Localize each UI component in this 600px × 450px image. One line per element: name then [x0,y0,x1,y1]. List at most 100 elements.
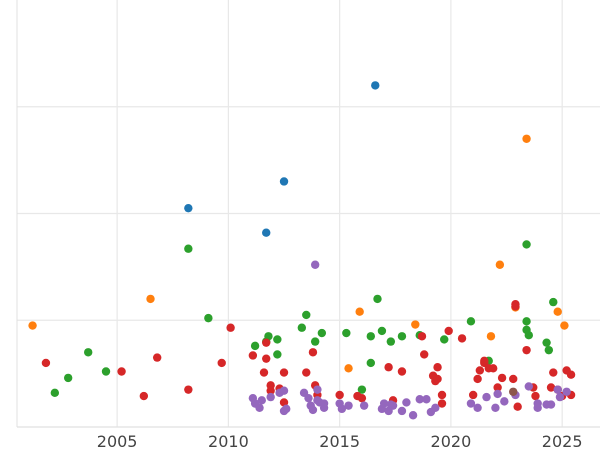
data-point-s4-28 [397,406,407,416]
data-point-s3-20 [335,390,344,400]
data-point-s3-30 [433,363,442,372]
data-point-s4-37 [482,392,491,402]
data-point-s3-37 [473,374,482,384]
data-point-s4-47 [553,385,562,394]
data-point-s2-14 [317,328,327,338]
data-point-s1-2 [344,364,353,373]
data-point-s4-49 [562,387,571,396]
data-point-s4-42 [524,382,533,391]
data-point-s1-6 [495,260,505,269]
x-tick-label-2020: 2020 [431,432,472,450]
data-point-s2-24 [440,335,449,344]
data-point-s4-14 [313,385,322,394]
data-point-s2-32 [544,345,554,355]
data-point-s1-0 [28,321,37,330]
data-point-s2-6 [250,341,260,351]
data-point-s1-5 [486,332,496,341]
data-point-s3-51 [531,391,540,401]
data-point-s4-8 [282,404,291,414]
data-point-s3-26 [417,332,427,341]
data-point-s3-25 [397,367,407,376]
data-point-s2-8 [264,332,273,341]
data-point-s4-29 [402,398,411,407]
data-point-s4-27 [388,401,398,410]
data-point-s4-21 [344,401,353,410]
data-point-s3-3 [152,353,162,362]
data-point-s4-7 [279,386,289,395]
data-point-s3-2 [139,391,149,401]
data-point-s1-8 [522,134,531,143]
x-tick-label-2025: 2025 [542,432,583,450]
data-point-s2-3 [101,367,111,376]
data-point-s3-49 [522,345,531,355]
data-point-s2-31 [542,338,551,347]
data-point-s2-1 [63,373,73,383]
data-point-s3-33 [437,399,447,408]
data-point-s3-9 [262,338,271,347]
data-point-s4-13 [310,260,320,269]
data-point-s4-4 [266,392,275,402]
x-tick-label-2015: 2015 [319,432,360,450]
data-point-s3-45 [509,374,518,384]
data-point-s2-30 [524,330,533,340]
data-point-s4-18 [319,399,329,408]
data-point-s3-31 [433,374,442,384]
data-point-s2-13 [310,337,320,346]
data-point-s3-58 [566,370,576,379]
data-point-s5-0 [509,387,518,396]
data-point-s4-20 [337,404,347,414]
data-point-s1-9 [553,307,562,316]
data-point-s3-44 [497,373,507,383]
data-point-s4-40 [500,397,509,406]
data-point-s4-38 [491,403,500,412]
data-point-s2-27 [522,240,531,249]
data-point-s2-9 [273,350,282,359]
data-point-s4-36 [473,403,482,412]
data-point-s0-1 [262,228,271,237]
data-point-s2-11 [297,323,307,332]
data-point-s3-36 [468,390,478,400]
data-point-s1-3 [355,307,364,316]
data-point-s3-27 [420,350,429,359]
data-point-s4-30 [408,411,418,420]
x-tick-label-2010: 2010 [208,432,249,450]
data-point-s2-10 [273,335,282,344]
data-point-s4-10 [304,393,313,403]
data-point-s3-52 [546,383,556,392]
data-point-s2-28 [522,317,531,326]
data-point-s4-24 [379,399,389,408]
data-point-s2-33 [549,297,558,307]
x-tick-label-2005: 2005 [97,432,138,450]
data-point-s0-0 [184,203,193,213]
data-points [28,81,576,420]
data-point-s3-32 [437,390,447,400]
data-point-s3-34 [444,326,453,336]
data-point-s3-35 [457,334,467,343]
data-point-s3-17 [308,348,318,357]
data-point-s3-22 [357,393,367,403]
data-point-s4-46 [546,400,556,409]
data-point-s2-17 [366,358,376,368]
data-point-s3-7 [248,351,258,360]
data-point-s4-39 [493,389,502,399]
data-point-s3-10 [262,354,271,363]
data-point-s2-4 [184,244,193,253]
data-point-s3-14 [279,368,289,377]
data-point-s3-23 [384,363,393,372]
data-point-s3-42 [488,364,498,373]
axis-spines [16,0,600,428]
data-point-s4-48 [555,392,565,402]
data-point-s2-0 [50,388,60,398]
data-point-s2-2 [84,348,93,357]
data-point-s2-25 [466,317,476,326]
data-point-s4-44 [533,403,542,412]
data-point-s3-38 [475,366,485,375]
data-point-s3-53 [549,368,558,377]
data-point-s4-32 [422,395,431,404]
data-point-s2-18 [366,332,376,341]
data-point-s4-22 [359,401,369,410]
data-point-s1-10 [560,321,569,330]
data-point-s0-2 [279,177,289,186]
x-tick-labels: 2005 2010 2015 2020 2025 [97,432,583,450]
data-point-s1-1 [146,294,155,304]
